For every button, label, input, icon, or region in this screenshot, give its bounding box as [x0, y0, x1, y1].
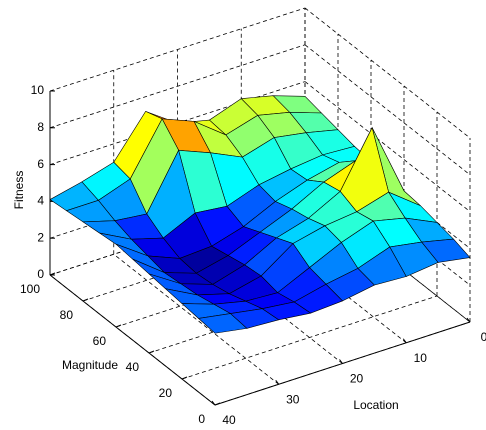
- tick-mark: [82, 298, 89, 302]
- z-axis-label: Fitness: [12, 171, 26, 210]
- tick-mark: [339, 359, 343, 364]
- tick-mark: [148, 350, 155, 354]
- tick-mark: [214, 402, 221, 406]
- y-tick-label: 20: [159, 386, 173, 400]
- tick-mark: [49, 272, 56, 276]
- y-tick-label: 60: [93, 334, 107, 348]
- axis-line: [49, 274, 216, 406]
- y-tick-label: 40: [126, 360, 140, 374]
- grid-line: [304, 44, 471, 176]
- z-tick-label: 10: [31, 83, 45, 97]
- z-tick-label: 6: [37, 157, 44, 171]
- y-tick-label: 0: [198, 412, 205, 426]
- tick-mark: [181, 376, 188, 380]
- tick-mark: [466, 317, 471, 323]
- x-axis-label: Location: [353, 398, 398, 412]
- grid-line: [181, 295, 438, 380]
- y-axis-label: Magnitude: [62, 358, 118, 372]
- x-tick-label: 0: [481, 330, 486, 344]
- z-tick-label: 2: [37, 230, 44, 244]
- tick-mark: [275, 379, 280, 385]
- y-tick-label: 100: [20, 282, 40, 296]
- z-tick-label: 0: [37, 267, 44, 281]
- grid-line: [113, 253, 279, 385]
- surface-patch: [197, 313, 248, 334]
- x-tick-label: 10: [414, 351, 428, 365]
- z-tick-label: 8: [37, 120, 44, 134]
- x-tick-label: 40: [222, 413, 236, 427]
- grid-line: [304, 7, 471, 139]
- z-tick-label: 4: [37, 194, 44, 208]
- grid-line: [49, 7, 306, 92]
- tick-mark: [115, 324, 122, 328]
- tick-mark: [211, 400, 216, 406]
- grid-line: [304, 81, 471, 212]
- y-tick-label: 80: [60, 308, 74, 322]
- grid-line: [49, 44, 306, 129]
- x-tick-label: 20: [350, 372, 364, 386]
- tick-mark: [402, 338, 407, 344]
- x-tick-label: 30: [286, 392, 300, 406]
